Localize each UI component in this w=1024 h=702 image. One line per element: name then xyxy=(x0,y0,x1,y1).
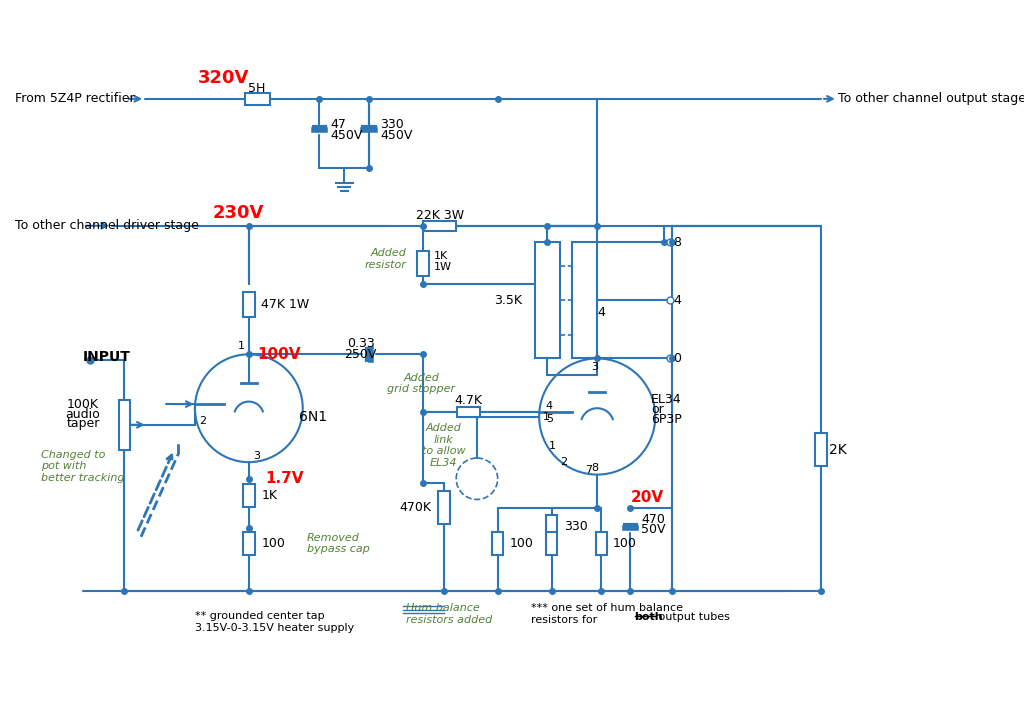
Text: 5H: 5H xyxy=(249,81,266,95)
Text: Hum balance
resistors added: Hum balance resistors added xyxy=(407,603,493,625)
Text: both: both xyxy=(635,612,664,622)
Text: 1K: 1K xyxy=(261,489,278,502)
Text: audio: audio xyxy=(66,408,100,420)
Text: 1.7V: 1.7V xyxy=(265,471,304,486)
Text: INPUT: INPUT xyxy=(83,350,131,364)
Bar xyxy=(546,532,557,555)
Text: 3.5K: 3.5K xyxy=(495,294,522,307)
Text: 20V: 20V xyxy=(631,490,664,505)
Text: To other channel driver stage: To other channel driver stage xyxy=(15,219,199,232)
Text: 0.33: 0.33 xyxy=(347,337,375,350)
Text: 1K: 1K xyxy=(434,251,449,261)
Text: *** one set of hum balance
resistors for: *** one set of hum balance resistors for xyxy=(530,603,683,625)
Bar xyxy=(243,292,255,317)
Text: 1W: 1W xyxy=(434,263,452,272)
Text: 450V: 450V xyxy=(380,129,413,142)
Text: 4: 4 xyxy=(546,401,553,411)
Text: 1: 1 xyxy=(238,341,245,351)
Text: 0: 0 xyxy=(674,352,682,365)
Text: taper: taper xyxy=(67,418,99,430)
Bar xyxy=(572,242,597,359)
Text: 100V: 100V xyxy=(257,347,301,362)
Bar xyxy=(492,532,504,555)
Text: Added
grid stopper: Added grid stopper xyxy=(387,373,456,394)
Text: Changed to
pot with
better tracking: Changed to pot with better tracking xyxy=(41,450,125,483)
Text: 470K: 470K xyxy=(399,501,431,515)
Text: 320V: 320V xyxy=(199,69,250,87)
Text: 47K 1W: 47K 1W xyxy=(261,298,309,311)
Text: 47: 47 xyxy=(330,118,346,131)
Text: 100: 100 xyxy=(509,537,534,550)
Bar xyxy=(815,433,827,466)
Text: 470: 470 xyxy=(641,513,665,526)
Text: 330: 330 xyxy=(564,520,588,534)
Text: 1: 1 xyxy=(544,411,550,421)
Text: 4.7K: 4.7K xyxy=(455,395,482,407)
Text: 4: 4 xyxy=(674,294,681,307)
Text: ** grounded center tap
3.15V-0-3.15V heater supply: ** grounded center tap 3.15V-0-3.15V hea… xyxy=(195,611,354,633)
Text: 330: 330 xyxy=(380,118,403,131)
Text: 100: 100 xyxy=(261,537,285,550)
Bar xyxy=(423,220,456,231)
Text: From 5Z4P rectifier: From 5Z4P rectifier xyxy=(15,93,134,105)
Text: 2: 2 xyxy=(199,416,206,425)
Text: 230V: 230V xyxy=(212,204,264,223)
Bar xyxy=(119,400,130,450)
Text: EL34: EL34 xyxy=(651,393,682,406)
Text: 3: 3 xyxy=(253,451,260,461)
Text: 6P3P: 6P3P xyxy=(651,413,682,426)
Text: 6N1: 6N1 xyxy=(299,409,327,423)
Text: 8: 8 xyxy=(674,236,682,249)
Bar xyxy=(243,484,255,507)
Text: 50V: 50V xyxy=(641,523,666,536)
Text: output tubes: output tubes xyxy=(655,612,730,622)
Bar xyxy=(245,93,269,105)
Text: 1: 1 xyxy=(549,441,556,451)
Text: 2: 2 xyxy=(560,457,567,467)
Bar xyxy=(596,532,607,555)
Text: Removed
bypass cap: Removed bypass cap xyxy=(307,533,370,554)
Bar xyxy=(457,407,480,418)
Text: 5: 5 xyxy=(546,414,553,424)
Bar xyxy=(417,251,429,275)
Text: 3: 3 xyxy=(592,362,598,372)
Text: or: or xyxy=(651,404,664,416)
Text: 8: 8 xyxy=(592,463,598,473)
Text: 250V: 250V xyxy=(345,347,377,361)
Text: Added
resistor: Added resistor xyxy=(365,248,407,270)
Text: 100K: 100K xyxy=(67,397,99,411)
Text: 22K 3W: 22K 3W xyxy=(416,209,464,223)
Bar xyxy=(546,515,557,538)
Text: 2K: 2K xyxy=(829,443,847,457)
Text: 7: 7 xyxy=(585,465,592,475)
Bar xyxy=(438,491,450,524)
Bar xyxy=(535,242,560,359)
Text: 100: 100 xyxy=(613,537,637,550)
Text: Added
link
to allow
EL34: Added link to allow EL34 xyxy=(422,423,466,468)
Text: To other channel output stage: To other channel output stage xyxy=(838,93,1024,105)
Text: 4: 4 xyxy=(597,306,605,319)
Text: 450V: 450V xyxy=(330,129,362,142)
Bar xyxy=(243,532,255,555)
